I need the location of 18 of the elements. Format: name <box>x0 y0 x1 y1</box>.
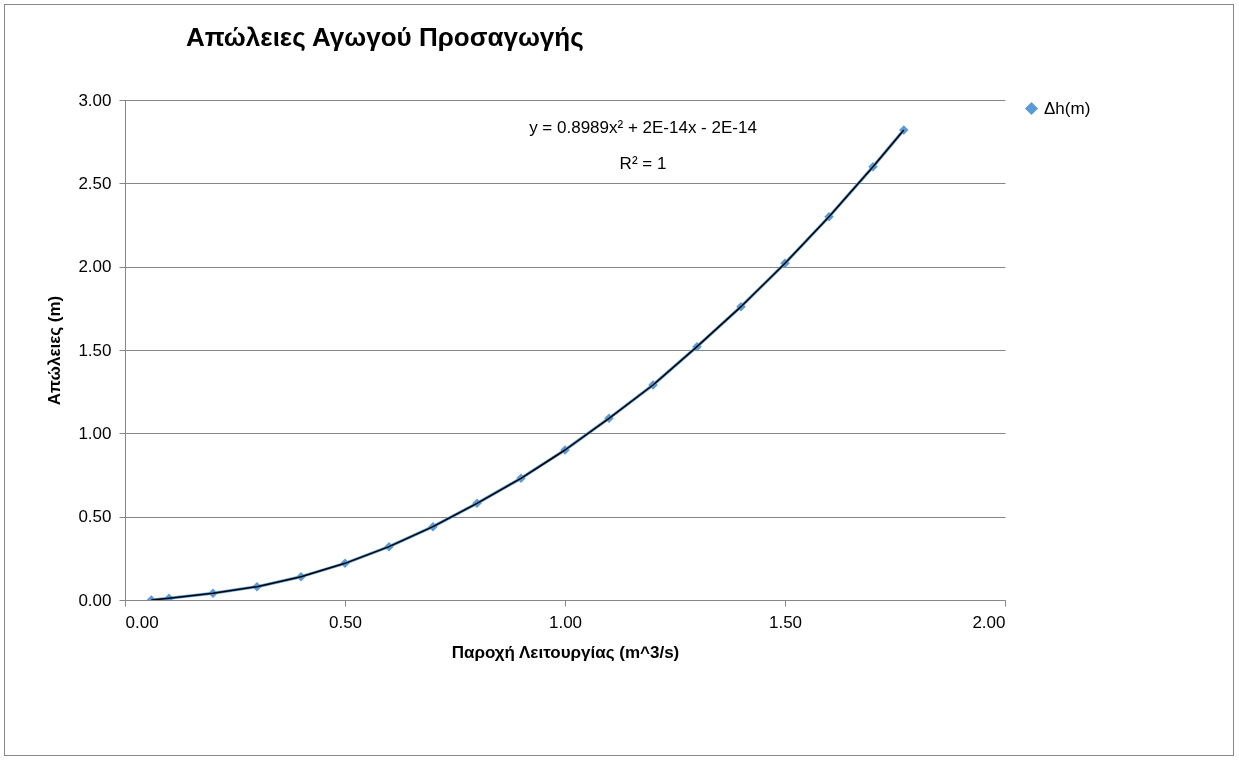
x-axis-title: Παροχή Λειτουργίας (m^3/s) <box>451 642 680 662</box>
legend-label: Δh(m) <box>1044 98 1091 118</box>
y-axis-title: Απώλειες (m) <box>45 295 65 406</box>
y-tick-label: 0.00 <box>78 590 112 610</box>
x-tick-label: 0.50 <box>328 612 363 632</box>
x-tick-label: 1.50 <box>768 612 803 632</box>
annotation: R² = 1 <box>619 154 667 173</box>
y-tick-label: 1.00 <box>78 423 112 443</box>
y-tick-label: 1.50 <box>78 340 112 360</box>
chart-title: Απώλειες Αγωγού Προσαγωγής <box>185 22 584 52</box>
x-tick-label: 0.00 <box>125 612 159 632</box>
y-tick-label: 3.00 <box>78 90 112 110</box>
y-tick-label: 0.50 <box>78 507 112 527</box>
y-tick-label: 2.50 <box>78 173 112 193</box>
annotation: y = 0.8989x² + 2E-14x - 2E-14 <box>529 118 757 137</box>
x-tick-label: 2.00 <box>972 612 1006 632</box>
y-tick-label: 2.00 <box>78 257 112 277</box>
x-tick-label: 1.00 <box>548 612 583 632</box>
